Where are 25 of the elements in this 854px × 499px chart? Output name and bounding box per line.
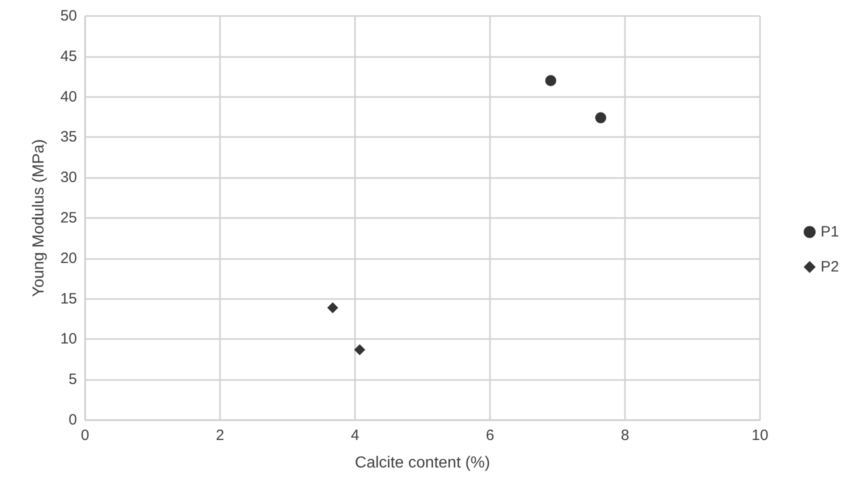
y-tick-label: 5 <box>68 371 77 388</box>
y-tick-label: 20 <box>60 250 77 267</box>
x-axis-title: Calcite content (%) <box>354 454 490 472</box>
x-tick-label: 8 <box>620 427 630 444</box>
y-tick-label: 15 <box>60 290 77 308</box>
point <box>327 302 338 314</box>
x-tick-label: 6 <box>486 427 494 444</box>
legend-label: P1 <box>820 224 840 240</box>
x-tick-label: 10 <box>752 427 768 444</box>
legend-label: P2 <box>820 258 840 276</box>
y-tick-label: 25 <box>60 210 77 226</box>
y-tick-label: 45 <box>60 48 77 65</box>
point <box>595 112 606 124</box>
y-tick-label: 0 <box>68 412 77 428</box>
y-axis-title: Young Modulus (MPa) <box>30 139 48 297</box>
y-tick-label: 40 <box>60 88 77 106</box>
x-tick-label: 0 <box>80 427 90 444</box>
point <box>545 75 556 86</box>
y-tick-label: 50 <box>60 8 77 24</box>
point <box>354 344 366 356</box>
x-tick-label: 4 <box>350 427 360 444</box>
x-tick-label: 2 <box>216 427 224 444</box>
y-tick-label: 30 <box>60 169 77 186</box>
y-tick-label: 10 <box>60 330 77 348</box>
y-tick-label: 35 <box>60 128 77 146</box>
